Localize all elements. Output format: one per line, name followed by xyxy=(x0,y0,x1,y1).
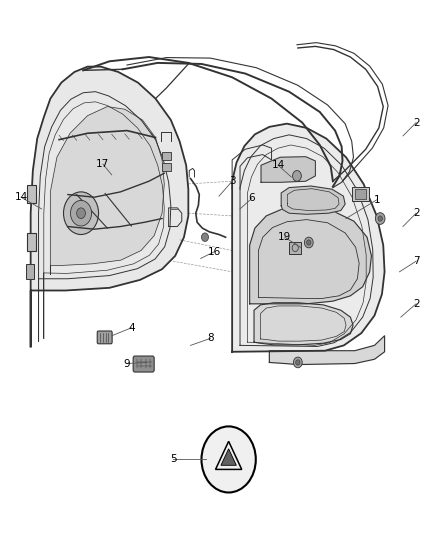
Polygon shape xyxy=(281,186,345,214)
Bar xyxy=(27,185,36,203)
Polygon shape xyxy=(221,449,237,465)
Polygon shape xyxy=(254,303,353,345)
Circle shape xyxy=(296,360,300,365)
Circle shape xyxy=(304,237,313,248)
Text: 16: 16 xyxy=(208,247,221,256)
Polygon shape xyxy=(31,67,188,346)
Circle shape xyxy=(64,192,99,235)
Bar xyxy=(26,264,34,279)
Circle shape xyxy=(293,171,301,181)
Polygon shape xyxy=(269,336,385,365)
Text: 2: 2 xyxy=(413,208,420,218)
Bar xyxy=(355,189,366,199)
Text: 17: 17 xyxy=(96,159,110,169)
Text: 14: 14 xyxy=(272,160,285,170)
Bar xyxy=(162,152,171,160)
Text: 9: 9 xyxy=(124,359,131,368)
Polygon shape xyxy=(261,157,315,182)
Text: 2: 2 xyxy=(413,118,420,127)
Text: 19: 19 xyxy=(278,232,291,242)
Circle shape xyxy=(378,216,382,221)
Circle shape xyxy=(71,200,92,226)
Text: 14: 14 xyxy=(14,192,28,202)
Text: 2: 2 xyxy=(413,299,420,309)
Bar xyxy=(27,233,36,251)
Bar xyxy=(289,242,301,254)
Polygon shape xyxy=(50,107,164,274)
Bar xyxy=(352,187,369,201)
FancyBboxPatch shape xyxy=(97,331,112,344)
Text: 5: 5 xyxy=(170,455,177,464)
Polygon shape xyxy=(232,124,385,352)
Circle shape xyxy=(293,357,302,368)
Text: 3: 3 xyxy=(229,176,236,186)
Circle shape xyxy=(201,233,208,241)
Text: 7: 7 xyxy=(413,256,420,266)
Text: 4: 4 xyxy=(128,323,135,333)
Bar xyxy=(162,163,171,171)
Polygon shape xyxy=(250,207,371,304)
Text: 1: 1 xyxy=(373,195,380,205)
Circle shape xyxy=(307,240,311,245)
Circle shape xyxy=(375,213,385,224)
Text: 8: 8 xyxy=(207,334,214,343)
Circle shape xyxy=(77,208,85,219)
Circle shape xyxy=(201,426,256,492)
FancyBboxPatch shape xyxy=(133,356,154,372)
Text: 6: 6 xyxy=(248,193,255,203)
